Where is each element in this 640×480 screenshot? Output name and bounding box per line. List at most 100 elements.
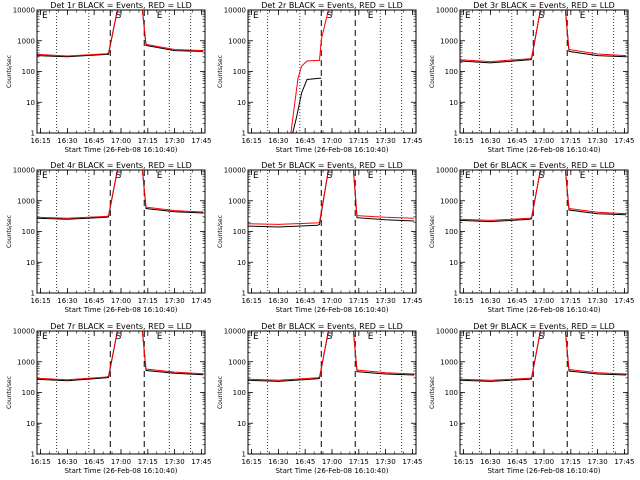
y-tick-label: 10	[26, 420, 35, 428]
x-tick-label: 17:45	[191, 137, 211, 145]
events-line	[37, 170, 204, 220]
chart-title: Det 2r BLACK = Events, RED = LLD	[261, 1, 403, 10]
events-line	[292, 77, 322, 133]
plot-frame	[247, 330, 417, 455]
x-tick-label: 16:45	[295, 137, 315, 145]
x-tick-label: 17:00	[534, 137, 554, 145]
marker-label: S	[539, 171, 545, 181]
x-tick-label: 17:15	[561, 137, 581, 145]
x-tick-label: 16:15	[453, 458, 473, 466]
x-axis-label: Start Time (26-Feb-08 16:10:40)	[275, 146, 388, 154]
lld-line	[37, 170, 204, 219]
x-tick-label: 17:00	[111, 137, 131, 145]
y-tick-label: 1000	[228, 37, 246, 45]
x-tick-label: 16:15	[30, 297, 50, 305]
chart-panel-1: Det 1r BLACK = Events, RED = LLD Counts/s…	[6, 1, 212, 154]
y-tick-label: 10	[237, 420, 246, 428]
x-tick-label: 17:15	[349, 458, 369, 466]
chart-panel-8: Det 8r BLACK = Events, RED = LLD Counts/s…	[217, 322, 423, 475]
y-tick-label: 10000	[436, 328, 458, 336]
chart-title: Det 1r BLACK = Events, RED = LLD	[50, 1, 192, 10]
marker-label: E	[42, 11, 48, 21]
series-group	[290, 10, 357, 133]
plot-frame	[36, 169, 206, 294]
series-group	[460, 10, 627, 64]
marker-label: S	[327, 171, 333, 181]
marker-label: E	[368, 171, 374, 181]
marker-label: E	[368, 332, 374, 342]
x-tick-label: 17:00	[322, 458, 342, 466]
y-tick-label: 10000	[13, 328, 35, 336]
y-tick-label: 1000	[440, 358, 458, 366]
x-tick-label: 17:30	[165, 297, 185, 305]
y-tick-label: 10000	[224, 328, 246, 336]
series-group	[248, 331, 415, 382]
x-axis-label: Start Time (26-Feb-08 16:10:40)	[275, 467, 388, 475]
y-axis-label: Counts/sec	[429, 55, 436, 88]
x-tick-label: 16:45	[295, 297, 315, 305]
x-tick-label: 17:00	[322, 137, 342, 145]
y-tick-label: 10	[237, 99, 246, 107]
y-tick-label: 1	[454, 451, 458, 459]
marker-label: S	[539, 11, 545, 21]
y-tick-label: 1	[242, 290, 246, 298]
y-tick-label: 100	[233, 228, 246, 236]
marker-label: E	[580, 11, 586, 21]
lld-line	[37, 10, 204, 57]
x-tick-label: 16:15	[453, 137, 473, 145]
x-tick-label: 16:30	[480, 137, 500, 145]
y-tick-label: 1	[242, 451, 246, 459]
events-line	[248, 170, 415, 228]
series-group	[460, 331, 627, 382]
y-tick-label: 1	[454, 290, 458, 298]
x-tick-label: 16:45	[507, 458, 527, 466]
chart-panel-3: Det 3r BLACK = Events, RED = LLD Counts/s…	[429, 1, 635, 154]
x-tick-label: 16:30	[268, 137, 288, 145]
x-axis-label: Start Time (26-Feb-08 16:10:40)	[64, 306, 177, 314]
marker-label: E	[580, 171, 586, 181]
events-line	[248, 331, 415, 382]
y-axis-label: Counts/sec	[6, 376, 13, 409]
marker-label: E	[580, 332, 586, 342]
marker-label: S	[116, 11, 122, 21]
y-tick-label: 1000	[228, 197, 246, 205]
marker-label: S	[327, 11, 333, 21]
x-tick-label: 17:45	[614, 458, 634, 466]
plot-frame	[459, 330, 629, 455]
y-tick-label: 10	[449, 99, 458, 107]
x-tick-label: 17:15	[138, 458, 158, 466]
y-tick-label: 10	[237, 259, 246, 267]
x-tick-label: 17:30	[376, 137, 396, 145]
y-tick-label: 100	[233, 389, 246, 397]
y-axis-label: Counts/sec	[6, 215, 13, 248]
x-tick-label: 17:45	[402, 137, 422, 145]
marker-label: S	[539, 332, 545, 342]
y-tick-label: 1000	[17, 37, 35, 45]
events-line	[460, 170, 627, 223]
chart-panel-5: Det 5r BLACK = Events, RED = LLD Counts/s…	[217, 161, 423, 314]
chart-panel-2: Det 2r BLACK = Events, RED = LLD Counts/s…	[217, 1, 423, 154]
x-tick-label: 16:45	[507, 297, 527, 305]
y-tick-label: 10	[26, 259, 35, 267]
plot-frame	[459, 169, 629, 294]
y-axis-label: Counts/sec	[217, 376, 224, 409]
x-tick-label: 16:30	[268, 458, 288, 466]
x-tick-label: 16:30	[480, 297, 500, 305]
y-axis-label: Counts/sec	[6, 55, 13, 88]
x-tick-label: 17:15	[349, 137, 369, 145]
x-tick-label: 17:15	[349, 297, 369, 305]
series-group	[248, 170, 415, 228]
x-axis-label: Start Time (26-Feb-08 16:10:40)	[487, 146, 600, 154]
lld-line	[37, 331, 204, 381]
y-tick-label: 10	[449, 259, 458, 267]
plot-frame	[247, 9, 417, 134]
x-tick-label: 16:15	[241, 137, 261, 145]
x-axis-label: Start Time (26-Feb-08 16:10:40)	[275, 306, 388, 314]
x-tick-label: 17:45	[191, 458, 211, 466]
y-tick-label: 100	[445, 68, 458, 76]
events-line	[37, 10, 204, 58]
marker-label: S	[116, 332, 122, 342]
x-tick-label: 16:30	[268, 297, 288, 305]
y-tick-label: 1	[31, 130, 35, 138]
